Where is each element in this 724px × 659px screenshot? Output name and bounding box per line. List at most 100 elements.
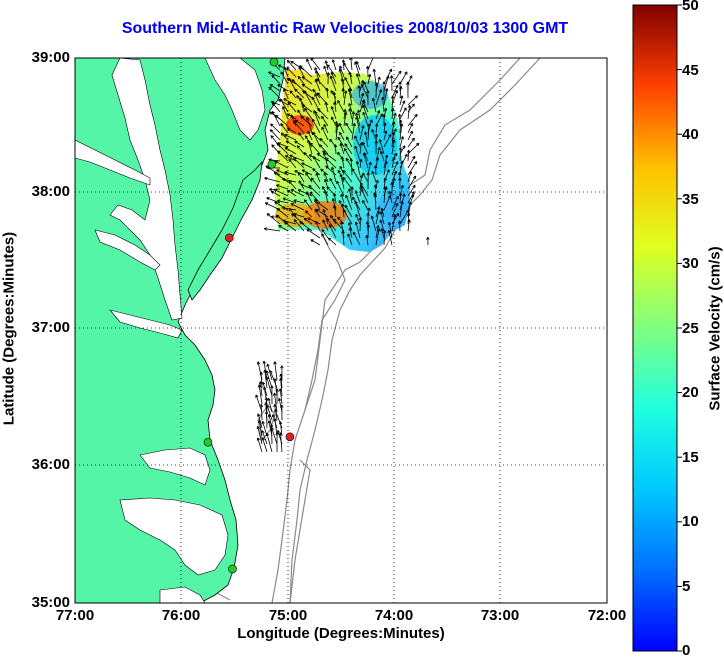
velocity-arrow (284, 133, 297, 141)
velocity-arrow (276, 169, 289, 176)
velocity-arrow (351, 111, 356, 127)
velocity-arrow (270, 123, 281, 134)
velocity-arrow (280, 123, 289, 134)
velocity-arrow (367, 58, 374, 71)
velocity-arrow (285, 140, 297, 148)
velocity-arrow (320, 168, 329, 176)
velocity-arrow (266, 197, 281, 204)
station-marker (224, 233, 234, 243)
velocity-arrow (290, 203, 305, 211)
velocity-arrow (339, 173, 345, 190)
velocity-arrow (259, 403, 264, 421)
velocity-arrow (289, 154, 305, 162)
velocity-arrow (294, 88, 305, 99)
velocity-arrow (383, 195, 391, 211)
velocity-arrow (375, 225, 380, 239)
velocity-arrow (265, 432, 273, 453)
velocity-arrow (374, 82, 379, 99)
velocity-arrow (380, 207, 385, 218)
velocity-arrow (268, 86, 281, 99)
velocity-arrow (366, 224, 371, 239)
velocity-arrow (371, 128, 377, 141)
colorbar-tick-label: 45 (682, 62, 699, 79)
velocity-arrow (312, 168, 321, 176)
velocity-arrow (391, 202, 399, 218)
velocity-arrow (379, 150, 385, 162)
velocity-arrow (358, 217, 363, 232)
velocity-arrow (322, 219, 329, 232)
velocity-arrow (288, 158, 297, 169)
velocity-arrow (383, 177, 387, 190)
velocity-arrow (323, 190, 329, 204)
velocity-arrow (268, 71, 281, 78)
plot-frame (74, 57, 608, 604)
velocity-arrow (337, 216, 345, 225)
station-marker (228, 564, 237, 574)
velocity-arrow (269, 129, 281, 141)
velocity-arrow (375, 179, 379, 190)
colorbar-tick-label: 15 (682, 449, 699, 466)
velocity-arrow (303, 199, 313, 211)
velocity-arrow (339, 165, 345, 176)
velocity-arrow (278, 388, 283, 405)
velocity-arrow (366, 172, 370, 190)
x-tick-label: 74:00 (374, 607, 414, 624)
velocity-arrow (302, 104, 313, 113)
velocity-arrow (349, 158, 353, 176)
velocity-arrow (343, 209, 353, 225)
velocity-arrow (391, 195, 399, 211)
velocity-arrow (298, 132, 305, 141)
velocity-arrow (397, 220, 402, 232)
x-tick-label: 72:00 (587, 607, 627, 624)
velocity-arrow (406, 149, 411, 162)
velocity-arrow (322, 209, 329, 225)
velocity-arrow (337, 136, 345, 148)
velocity-arrow (321, 233, 329, 246)
velocity-arrow (407, 191, 415, 204)
y-axis-label: Latitude (Degrees:Minutes) (0, 231, 18, 426)
velocity-arrow (398, 177, 402, 190)
velocity-arrow (263, 227, 281, 232)
velocity-arrow (383, 134, 392, 148)
velocity-arrow (297, 172, 305, 183)
velocity-arrow (374, 140, 378, 155)
velocity-arrow (407, 212, 411, 225)
velocity-arrow (398, 119, 403, 134)
velocity-arrow (258, 381, 263, 397)
velocity-arrow (291, 79, 305, 92)
velocity-arrow (407, 113, 418, 127)
velocity-arrow (305, 172, 313, 183)
velocity-arrow (359, 125, 365, 141)
velocity-arrow (362, 111, 369, 127)
velocity-arrow (391, 214, 397, 232)
velocity-arrow (274, 160, 289, 169)
velocity-arrow (366, 65, 370, 78)
station-markers (203, 58, 295, 574)
velocity-arrow (407, 104, 412, 120)
velocity-arrow (339, 65, 345, 78)
velocity-arrow (277, 84, 289, 92)
velocity-arrow (301, 169, 313, 176)
velocity-arrow (299, 97, 305, 113)
velocity-arrow (382, 230, 387, 246)
velocity-arrow (278, 432, 283, 453)
velocity-arrow (306, 58, 313, 71)
velocity-arrow (331, 198, 337, 211)
velocity-arrow (292, 120, 305, 134)
velocity-arrow (383, 75, 390, 92)
velocity-arrow (266, 213, 281, 225)
colorbar-ticks (677, 4, 682, 652)
velocity-arrow (314, 93, 321, 106)
velocity-arrow (354, 200, 361, 218)
velocity-arrow (345, 136, 353, 148)
velocity-arrow (303, 90, 313, 106)
velocity-arrow (407, 184, 416, 197)
velocity-arrow (344, 143, 353, 155)
velocity-arrow (271, 74, 281, 85)
velocity-arrow (371, 97, 377, 113)
velocity-arrow (387, 229, 393, 246)
velocity-arrow (266, 404, 273, 421)
velocity-arrow (362, 152, 369, 169)
velocity-arrow (273, 392, 278, 413)
